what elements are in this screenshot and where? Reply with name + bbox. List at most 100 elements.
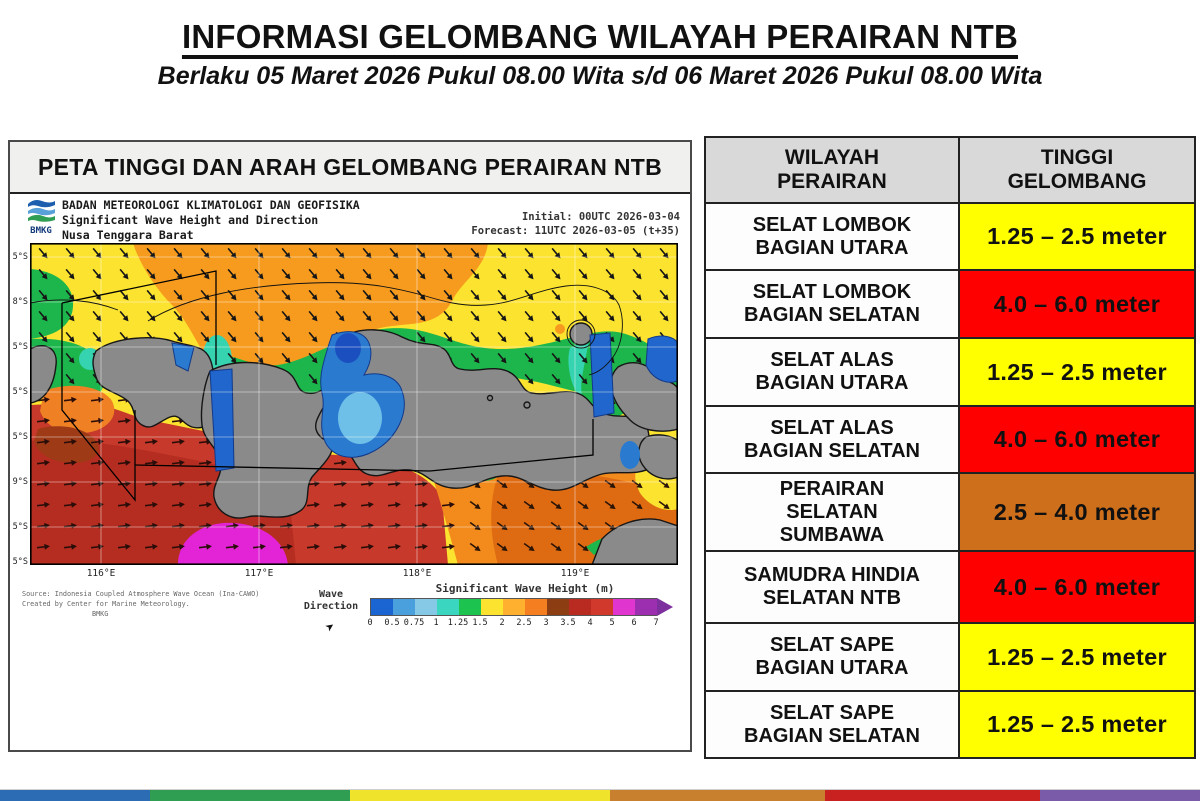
lat-tick-label: 5°S [12,342,28,352]
lat-tick-label: 5°S [12,557,28,567]
source-line: BMKG [92,610,109,619]
footer-color-strip [0,789,1200,801]
strip-segment [610,790,825,801]
colorbar-tick: 0 [367,618,373,628]
wave-height-table: WILAYAH PERAIRAN TINGGI GELOMBANG SELAT … [704,136,1196,759]
source-line: Source: Indonesia Coupled Atmosphere Wav… [22,590,260,598]
colorbar-tick: 5 [609,618,615,628]
model-run-info: Initial: 00UTC 2026-03-04 Forecast: 11UT… [471,210,680,238]
wave-height-cell: 1.25 – 2.5 meter [958,202,1196,271]
wave-map-svg [30,243,678,565]
column-header-area: WILAYAH PERAIRAN [704,136,960,204]
strip-segment [1040,790,1200,801]
lat-tick-label: 5°S [12,522,28,532]
region-name: Nusa Tenggara Barat [62,227,194,242]
colorbar-tick: 1 [433,618,439,628]
colorbar-segment [437,599,459,615]
column-header-height: TINGGI GELOMBANG [958,136,1196,204]
strip-segment [150,790,350,801]
validity-period: Berlaku 05 Maret 2026 Pukul 08.00 Wita s… [157,62,1043,90]
wave-height-cell: 4.0 – 6.0 meter [958,405,1196,474]
strip-segment [0,790,150,801]
colorbar-segment [459,599,481,615]
colorbar-tick: 6 [631,618,637,628]
colorbar-tick: 0.75 [403,618,425,628]
wave-height-cell: 1.25 – 2.5 meter [958,337,1196,407]
table-row: SELAT LOMBOK BAGIAN SELATAN 4.0 – 6.0 me… [704,269,1196,339]
bmkg-logo-icon: BMKG [24,197,58,241]
colorbar-ticks: 0 0.5 0.75 1 1.25 1.5 2 2.5 3 3.5 4 5 6 … [367,618,680,630]
strip-segment [825,790,1040,801]
area-cell: SELAT ALAS BAGIAN SELATAN [704,405,960,474]
area-cell: SAMUDRA HINDIA SELATAN NTB [704,550,960,624]
agency-lines: BADAN METEOROLOGI KLIMATOLOGI DAN GEOFIS… [62,198,360,243]
colorbar-tick: 0.5 [384,618,400,628]
lon-tick-label: 117°E [244,568,274,579]
wave-direction-arrow-icon: ➤ [322,617,340,637]
source-line: Created by Center for Marine Meteorology… [22,600,190,609]
map-title: PETA TINGGI DAN ARAH GELOMBANG PERAIRAN … [10,142,690,194]
area-cell: SELAT SAPE BAGIAN SELATAN [704,690,960,759]
table-row: SELAT SAPE BAGIAN UTARA 1.25 – 2.5 meter [704,622,1196,692]
agency-name: BADAN METEOROLOGI KLIMATOLOGI DAN GEOFIS… [62,198,360,212]
wave-height-cell: 1.25 – 2.5 meter [958,622,1196,692]
table-row: SELAT LOMBOK BAGIAN UTARA 1.25 – 2.5 met… [704,202,1196,271]
colorbar-segment [371,599,393,615]
table-header-row: WILAYAH PERAIRAN TINGGI GELOMBANG [704,136,1196,204]
wave-map-panel: PETA TINGGI DAN ARAH GELOMBANG PERAIRAN … [8,140,692,752]
table-row: SELAT ALAS BAGIAN UTARA 1.25 – 2.5 meter [704,337,1196,407]
colorbar-segment [503,599,525,615]
area-cell: SELAT SAPE BAGIAN UTARA [704,622,960,692]
colorbar-title: Significant Wave Height (m) [435,582,615,595]
table-row: SELAT SAPE BAGIAN SELATAN 1.25 – 2.5 met… [704,690,1196,759]
lat-tick-label: 9°S [12,477,28,487]
colorbar-tick: 3 [543,618,549,628]
colorbar-tick: 1.5 [472,618,488,628]
page-title: INFORMASI GELOMBANG WILAYAH PERAIRAN NTB [181,18,1019,55]
lon-tick-label: 116°E [86,568,116,579]
wave-height-cell: 4.0 – 6.0 meter [958,550,1196,624]
bmkg-logo-text: BMKG [30,226,52,236]
lat-tick-label: 5°S [12,252,28,262]
colorbar-gradient [370,598,657,616]
area-cell: SELAT LOMBOK BAGIAN SELATAN [704,269,960,339]
colorbar-tick: 4 [587,618,593,628]
colorbar-segment [393,599,415,615]
area-cell: SELAT ALAS BAGIAN UTARA [704,337,960,407]
colorbar-segment [569,599,591,615]
colorbar-segment [415,599,437,615]
wave-map-chart [30,243,678,565]
colorbar-tick: 7 [653,618,659,628]
colorbar-tick: 2 [499,618,505,628]
colorbar-segment [635,599,657,615]
lat-tick-label: 5°S [12,432,28,442]
lon-tick-label: 118°E [402,568,432,579]
area-cell: PERAIRAN SELATAN SUMBAWA [704,472,960,552]
map-subject: Significant Wave Height and Direction [62,212,319,227]
table-row: PERAIRAN SELATAN SUMBAWA 2.5 – 4.0 meter [704,472,1196,552]
map-header: BMKG BADAN METEOROLOGI KLIMATOLOGI DAN G… [10,194,690,246]
wave-direction-label: Wave Direction [303,589,359,612]
lat-tick-label: 8°S [12,297,28,307]
lon-tick-label: 119°E [560,568,590,579]
forecast-time: Forecast: 11UTC 2026-03-05 (t+35) [471,225,680,238]
wave-direction-key: Wave Direction ➤ [298,589,364,637]
colorbar-segment [613,599,635,615]
colorbar-segment [547,599,569,615]
area-cell: SELAT LOMBOK BAGIAN UTARA [704,202,960,271]
initial-time: Initial: 00UTC 2026-03-04 [521,211,680,223]
colorbar-tick: 2.5 [516,618,532,628]
wave-height-colorbar: Significant Wave Height (m) 0 0.5 [367,582,680,630]
colorbar-segment [481,599,503,615]
strip-segment [350,790,610,801]
map-source-credits: Source: Indonesia Coupled Atmosphere Wav… [22,589,259,620]
wave-height-cell: 4.0 – 6.0 meter [958,269,1196,339]
colorbar-tick: 1.25 [447,618,469,628]
lat-tick-label: 5°S [12,387,28,397]
table-row: SAMUDRA HINDIA SELATAN NTB 4.0 – 6.0 met… [704,550,1196,624]
table-row: SELAT ALAS BAGIAN SELATAN 4.0 – 6.0 mete… [704,405,1196,474]
colorbar-arrow-tip [657,598,673,616]
colorbar-segment [525,599,547,615]
colorbar-tick: 3.5 [560,618,576,628]
wave-height-cell: 1.25 – 2.5 meter [958,690,1196,759]
